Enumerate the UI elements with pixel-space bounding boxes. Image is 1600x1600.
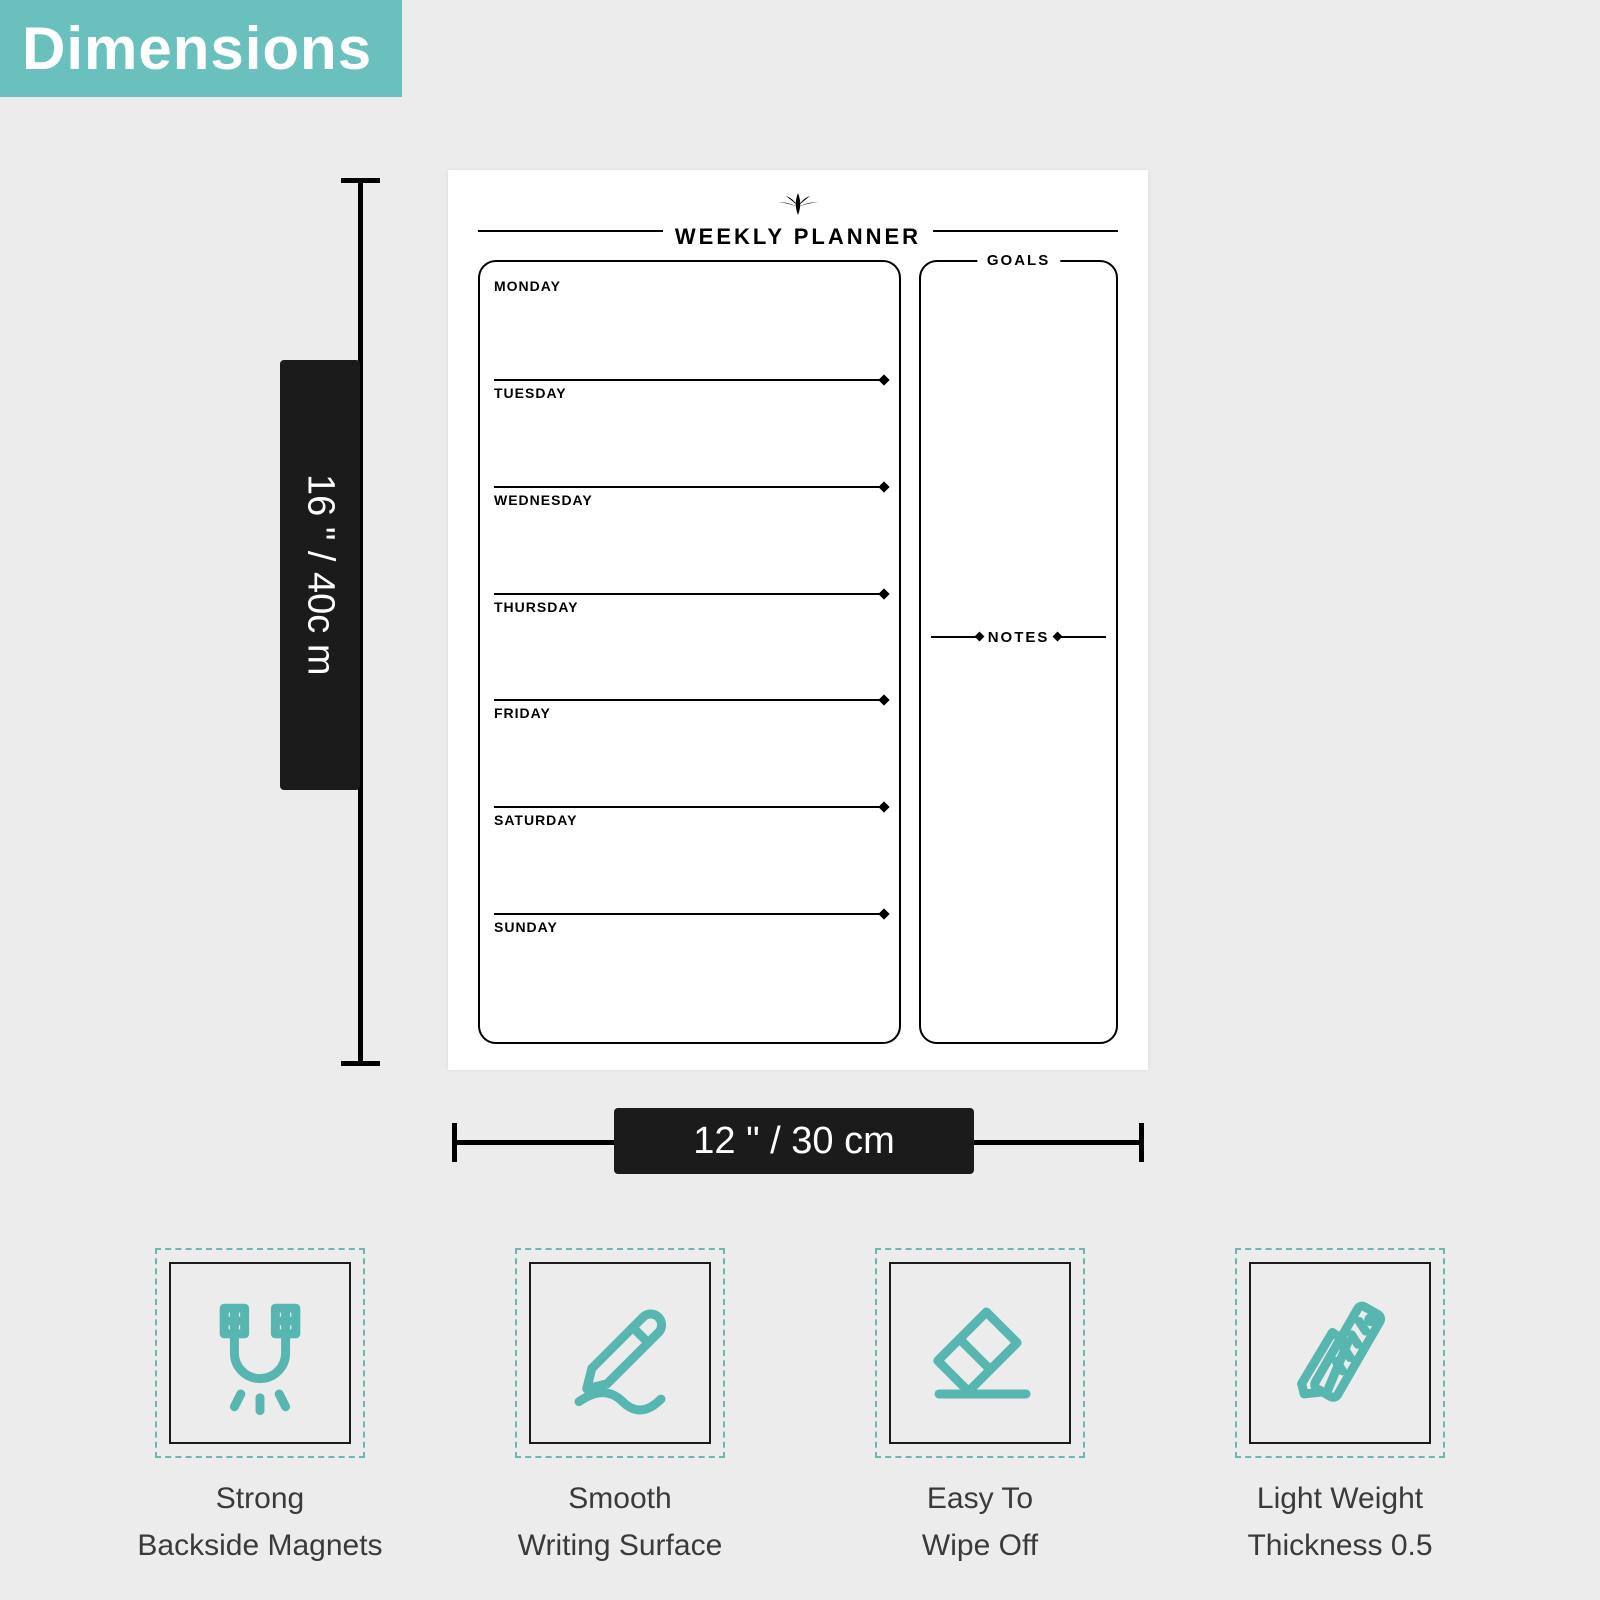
dim-vertical-cap-bottom bbox=[341, 1061, 380, 1066]
feature-tile bbox=[1235, 1248, 1445, 1458]
feature-caption: StrongBackside Magnets bbox=[130, 1476, 390, 1569]
pencil-icon bbox=[529, 1262, 711, 1444]
feature-row: StrongBackside Magnets SmoothWriting Surf… bbox=[130, 1248, 1470, 1569]
day-row-monday: MONDAY bbox=[494, 278, 885, 385]
day-label: WEDNESDAY bbox=[494, 492, 885, 508]
feature-caption: SmoothWriting Surface bbox=[490, 1476, 750, 1569]
day-row-tuesday: TUESDAY bbox=[494, 385, 885, 492]
header-band: Dimensions bbox=[0, 0, 402, 97]
feature-magnet: StrongBackside Magnets bbox=[130, 1248, 390, 1569]
side-column: GOALS NOTES bbox=[919, 260, 1118, 1044]
magnet-icon bbox=[169, 1262, 351, 1444]
ornament-icon bbox=[478, 192, 1118, 220]
dim-horizontal-label: 12 " / 30 cm bbox=[614, 1108, 974, 1174]
notes-divider: NOTES bbox=[931, 629, 1106, 646]
day-rule bbox=[494, 913, 885, 915]
day-label: SUNDAY bbox=[494, 919, 885, 935]
notes-label: NOTES bbox=[988, 629, 1050, 646]
dim-horizontal-cap-right bbox=[1139, 1123, 1144, 1162]
eraser-icon bbox=[889, 1262, 1071, 1444]
days-column: MONDAY TUESDAY WEDNESDAY THURSDAY FRIDAY SATU… bbox=[478, 260, 901, 1044]
day-label: FRIDAY bbox=[494, 705, 885, 721]
day-rule bbox=[494, 486, 885, 488]
feature-tile bbox=[515, 1248, 725, 1458]
planner-title: WEEKLY PLANNER bbox=[675, 224, 921, 250]
day-rule bbox=[494, 379, 885, 381]
dim-vertical-label: 16 " / 40c m bbox=[280, 360, 360, 790]
dim-horizontal-cap-left bbox=[452, 1123, 457, 1162]
day-row-sunday: SUNDAY bbox=[494, 919, 885, 1026]
feature-caption: Light WeightThickness 0.5 bbox=[1210, 1476, 1470, 1569]
feature-ruler: Light WeightThickness 0.5 bbox=[1210, 1248, 1470, 1569]
feature-pencil: SmoothWriting Surface bbox=[490, 1248, 750, 1569]
day-row-friday: FRIDAY bbox=[494, 705, 885, 812]
planner-board: WEEKLY PLANNER MONDAY TUESDAY WEDNESDAY THU… bbox=[448, 170, 1148, 1070]
day-label: SATURDAY bbox=[494, 812, 885, 828]
goals-label: GOALS bbox=[977, 252, 1060, 269]
day-label: THURSDAY bbox=[494, 599, 885, 615]
title-row: WEEKLY PLANNER bbox=[478, 224, 1118, 250]
feature-tile bbox=[155, 1248, 365, 1458]
dim-vertical-cap-top bbox=[341, 178, 380, 183]
feature-eraser: Easy ToWipe Off bbox=[850, 1248, 1110, 1569]
feature-tile bbox=[875, 1248, 1085, 1458]
day-label: MONDAY bbox=[494, 278, 885, 294]
day-row-wednesday: WEDNESDAY bbox=[494, 492, 885, 599]
day-rule bbox=[494, 699, 885, 701]
day-row-saturday: SATURDAY bbox=[494, 812, 885, 919]
day-rule bbox=[494, 593, 885, 595]
day-row-thursday: THURSDAY bbox=[494, 599, 885, 706]
day-label: TUESDAY bbox=[494, 385, 885, 401]
feature-caption: Easy ToWipe Off bbox=[850, 1476, 1110, 1569]
header-title: Dimensions bbox=[22, 15, 372, 82]
ruler-icon bbox=[1249, 1262, 1431, 1444]
day-rule bbox=[494, 806, 885, 808]
